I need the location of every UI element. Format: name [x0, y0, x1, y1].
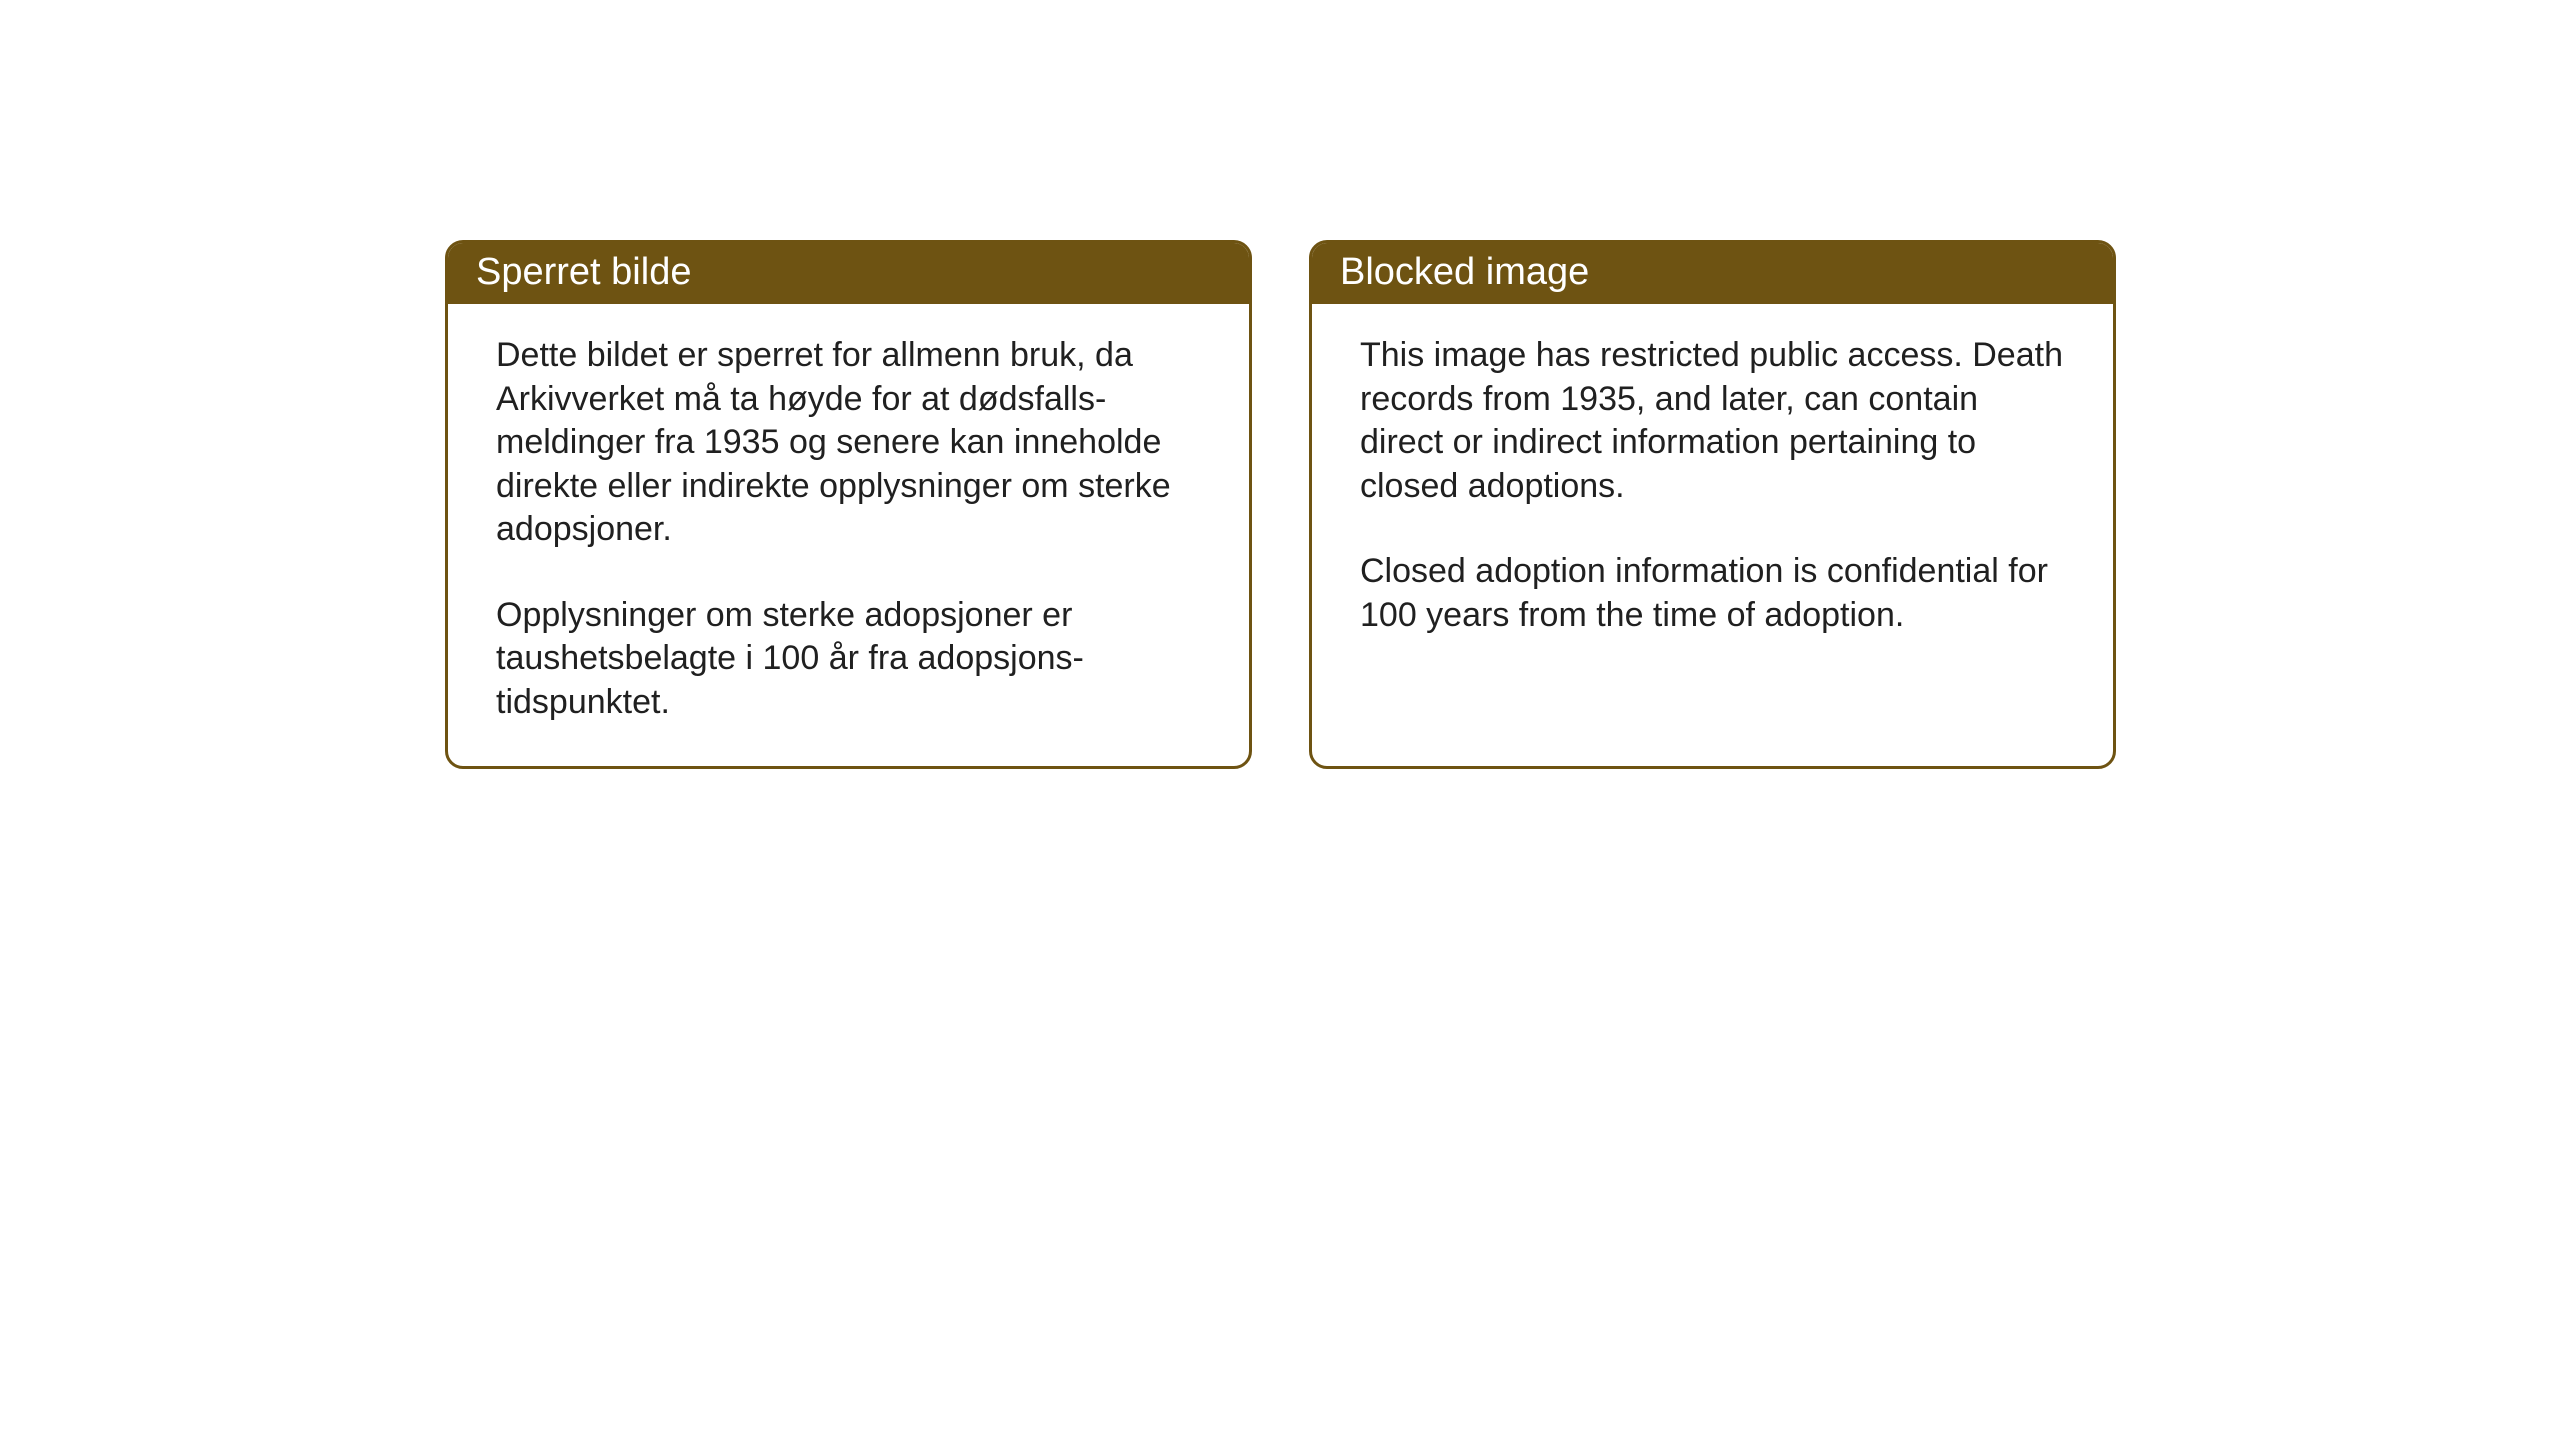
- norwegian-paragraph-2: Opplysninger om sterke adopsjoner er tau…: [496, 594, 1201, 725]
- english-notice-card: Blocked image This image has restricted …: [1309, 240, 2116, 769]
- card-container: Sperret bilde Dette bildet er sperret fo…: [445, 240, 2116, 769]
- english-card-body: This image has restricted public access.…: [1312, 304, 2113, 679]
- norwegian-paragraph-1: Dette bildet er sperret for allmenn bruk…: [496, 334, 1201, 552]
- norwegian-notice-card: Sperret bilde Dette bildet er sperret fo…: [445, 240, 1252, 769]
- english-card-title: Blocked image: [1312, 243, 2113, 304]
- norwegian-card-body: Dette bildet er sperret for allmenn bruk…: [448, 304, 1249, 766]
- english-paragraph-1: This image has restricted public access.…: [1360, 334, 2065, 508]
- english-paragraph-2: Closed adoption information is confident…: [1360, 550, 2065, 637]
- norwegian-card-title: Sperret bilde: [448, 243, 1249, 304]
